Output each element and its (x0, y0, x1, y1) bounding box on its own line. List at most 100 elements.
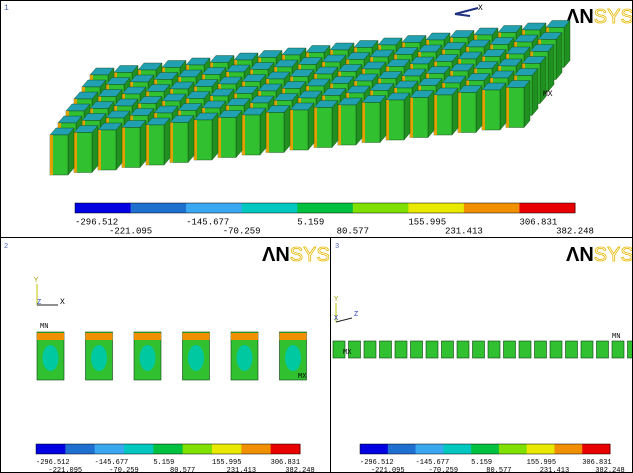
legend-swatch (388, 444, 416, 454)
block-side (92, 126, 98, 173)
block-core (140, 345, 156, 371)
legend-label: 5.159 (153, 459, 174, 467)
ansys-logo: ΛNSYS (262, 244, 330, 266)
label: Z (354, 311, 358, 319)
legend-swatch (360, 444, 388, 454)
legend-label: 5.159 (297, 217, 324, 227)
block-side (556, 33, 562, 80)
block-edge (170, 123, 173, 163)
block (473, 341, 485, 358)
legend-label: -221.095 (109, 226, 152, 236)
block-edge (218, 118, 221, 158)
legend-swatch (186, 203, 242, 213)
logo-part: SYS (594, 244, 633, 266)
legend-swatch (582, 444, 610, 454)
block-top (183, 333, 210, 340)
block (457, 341, 469, 358)
label: 1 (4, 4, 9, 13)
block-side (260, 108, 266, 155)
block (364, 341, 376, 358)
legend-swatch (36, 444, 66, 454)
label: MX (298, 373, 307, 381)
block-side (236, 111, 242, 158)
block-edge (98, 130, 101, 170)
block-edge (290, 110, 293, 150)
legend-swatch (124, 444, 154, 454)
block-side (356, 98, 362, 145)
label: MX (543, 90, 553, 99)
block-top (134, 333, 161, 340)
block-side (476, 86, 482, 133)
legend-label: 231.413 (445, 226, 483, 236)
block-edge (506, 88, 509, 128)
legend-swatch (416, 444, 444, 454)
legend-label: 306.831 (519, 217, 557, 227)
block-edge (314, 108, 317, 148)
block-side (188, 116, 194, 163)
block (550, 341, 562, 358)
legend-swatch (131, 203, 187, 213)
block-top (231, 333, 258, 340)
block-edge (50, 135, 53, 175)
legend-swatch (183, 444, 213, 454)
block-side (164, 118, 170, 165)
legend-swatch (408, 203, 464, 213)
block-side (404, 93, 410, 140)
label: MN (612, 333, 620, 341)
legend-label: 306.831 (271, 459, 300, 467)
block-side (564, 21, 570, 68)
block-edge (386, 100, 389, 140)
logo-part: SYS (594, 6, 633, 28)
block (426, 341, 438, 358)
block-edge (458, 93, 461, 133)
block-top (280, 333, 307, 340)
legend-label: -145.677 (95, 459, 129, 467)
block (442, 341, 454, 358)
block-edge (194, 120, 197, 160)
legend-swatch (443, 444, 471, 454)
legend-swatch (153, 444, 183, 454)
legend-swatch (242, 203, 298, 213)
legend-label: 5.159 (471, 459, 492, 467)
legend-swatch (65, 444, 95, 454)
block (395, 341, 407, 358)
block-side (380, 96, 386, 143)
block-side (284, 106, 290, 153)
block-side (140, 121, 146, 168)
block-core (43, 345, 59, 371)
block-edge (266, 113, 269, 153)
block-top (86, 333, 113, 340)
block-edge (410, 98, 413, 138)
legend-swatch (554, 444, 582, 454)
block (612, 341, 624, 358)
block (597, 341, 609, 358)
legend-label: -70.259 (223, 226, 261, 236)
legend-label: -145.677 (416, 459, 450, 467)
label: 3 (335, 243, 339, 251)
block-edge (146, 125, 149, 165)
ansys-window: 1ΛNSYSXMX-296.512-221.095-145.677-70.259… (0, 0, 633, 473)
label: MN (40, 323, 48, 331)
block-edge (338, 105, 341, 145)
legend-label: 155.995 (408, 217, 446, 227)
block (519, 341, 531, 358)
block-core (237, 345, 253, 371)
block-core (285, 345, 301, 371)
block (488, 341, 500, 358)
legend-swatch (271, 444, 301, 454)
block-side (68, 128, 74, 175)
label: Z (37, 299, 41, 307)
legend-label: 155.995 (527, 459, 556, 467)
block (411, 341, 423, 358)
legend-label: -296.512 (36, 459, 70, 467)
block-edge (482, 90, 485, 130)
block-edge (242, 115, 245, 155)
block-side (116, 123, 122, 170)
block-edge (74, 133, 77, 173)
legend-swatch (464, 203, 520, 213)
block-side (452, 88, 458, 135)
block-side (212, 113, 218, 160)
legend-swatch (499, 444, 527, 454)
ansys-logo: ΛNSYS (566, 244, 633, 266)
block-side (332, 101, 338, 148)
